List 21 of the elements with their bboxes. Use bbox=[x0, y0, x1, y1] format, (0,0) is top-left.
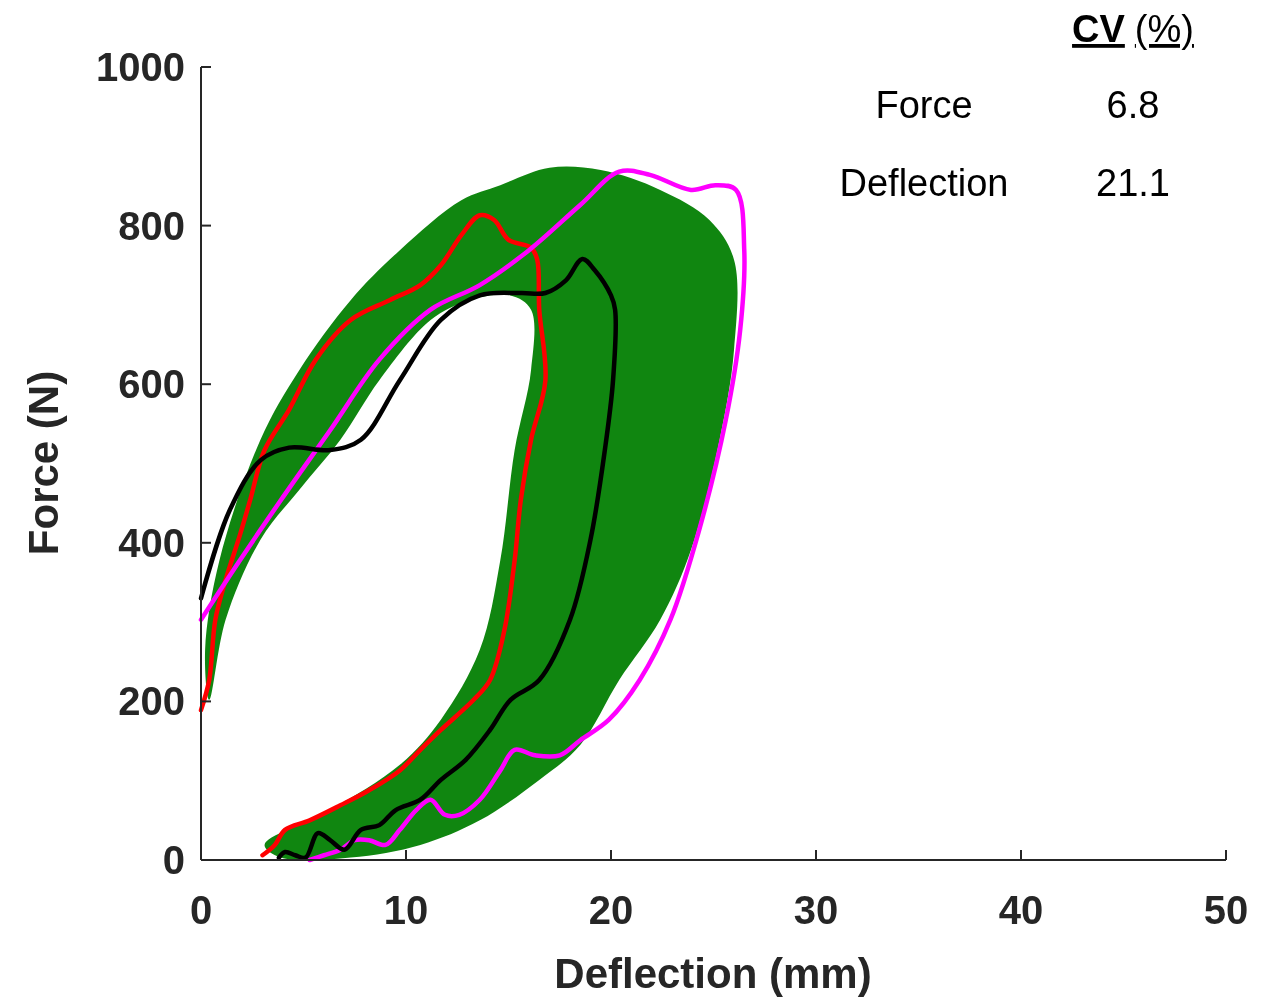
x-tick-label: 50 bbox=[1203, 888, 1249, 932]
x-tick-label: 30 bbox=[793, 888, 839, 932]
y-tick-label: 1000 bbox=[96, 45, 185, 89]
annotation: Deflection bbox=[839, 162, 1009, 204]
y-axis-title: Force (N) bbox=[20, 370, 67, 556]
annotation: 6.8 bbox=[1106, 84, 1160, 126]
annotation: Force bbox=[875, 84, 973, 126]
x-tick-label: 40 bbox=[998, 888, 1044, 932]
y-tick-label: 200 bbox=[118, 679, 185, 724]
line-series bbox=[198, 213, 548, 858]
x-tick-label: 0 bbox=[189, 888, 213, 932]
x-axis-title: Deflection (mm) bbox=[554, 950, 872, 997]
y-tick-label: 800 bbox=[118, 203, 185, 248]
y-tick-label: 400 bbox=[118, 520, 185, 565]
x-tick-label: 10 bbox=[383, 888, 429, 932]
line-series bbox=[198, 256, 619, 861]
y-tick-label: 600 bbox=[118, 362, 185, 407]
x-tick-label: 20 bbox=[588, 888, 634, 932]
annotation: 21.1 bbox=[1096, 162, 1170, 204]
text: CV (%) bbox=[1072, 8, 1194, 50]
y-tick-label: 0 bbox=[162, 838, 185, 882]
